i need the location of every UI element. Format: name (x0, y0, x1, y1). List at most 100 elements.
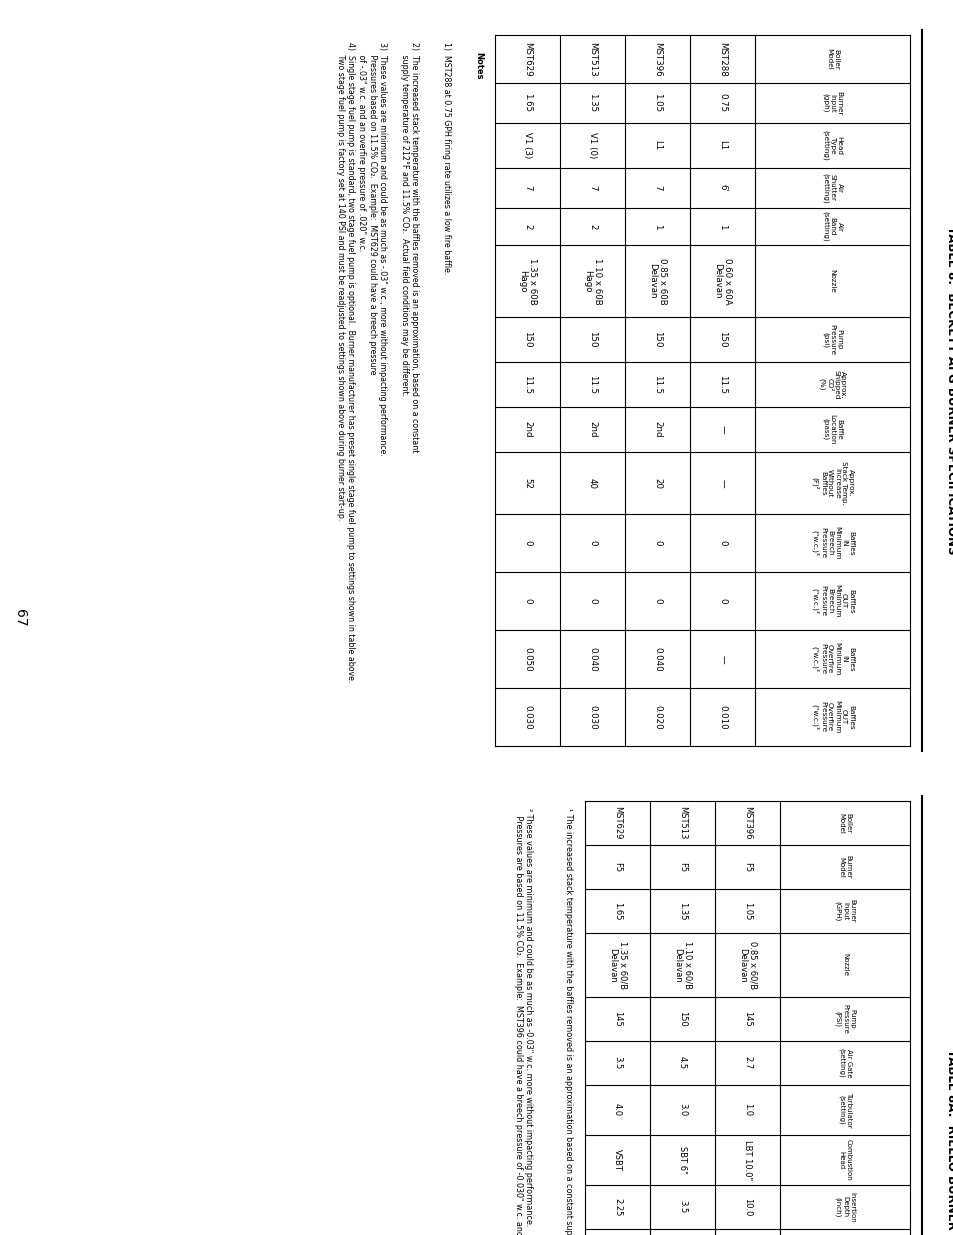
Text: —: — (718, 479, 726, 488)
Text: 2)  The increased stack temperature with the baffles removed is an approximation: 2) The increased stack temperature with … (399, 42, 418, 452)
Text: 0: 0 (587, 598, 597, 604)
Text: 1.05: 1.05 (742, 902, 751, 920)
Text: L1: L1 (652, 141, 661, 151)
Text: VSBT: VSBT (613, 1149, 621, 1171)
Text: MST513: MST513 (587, 42, 597, 77)
Text: —: — (718, 655, 726, 663)
Text: Burner
Input
(GPH): Burner Input (GPH) (834, 899, 854, 923)
Text: 0: 0 (652, 540, 661, 546)
Text: 1.65: 1.65 (613, 902, 621, 920)
Text: SBT 6": SBT 6" (678, 1146, 686, 1174)
Text: 1)  MST288 at 0.75 GPH firing rate utilizes a low fire baffle.: 1) MST288 at 0.75 GPH firing rate utiliz… (441, 42, 451, 274)
Text: Boiler
Model: Boiler Model (838, 813, 851, 834)
Text: 4.5: 4.5 (678, 1056, 686, 1070)
Text: Air Gate
(setting): Air Gate (setting) (838, 1049, 851, 1078)
Text: F5: F5 (678, 862, 686, 872)
Text: ¹ The increased stack temperature with the baffles removed is an approximation b: ¹ The increased stack temperature with t… (563, 808, 573, 1235)
Text: 1.35: 1.35 (678, 902, 686, 920)
Text: Head
Type
(setting): Head Type (setting) (821, 130, 841, 161)
Text: Notes: Notes (474, 52, 482, 79)
Text: 1.35: 1.35 (587, 94, 597, 112)
Text: 0.030: 0.030 (522, 705, 532, 730)
Text: ² These values are minimum and could be as much as -0.03" w.c. more without impa: ² These values are minimum and could be … (513, 808, 533, 1235)
Text: Baffles
OUT
Minimum
Breech
Pressure
(“w.c.)³: Baffles OUT Minimum Breech Pressure (“w.… (810, 584, 853, 618)
Text: Approx.
Stack Temp.
Increase
Without
Baffles
(F)²: Approx. Stack Temp. Increase Without Baf… (810, 461, 853, 505)
Text: 150: 150 (652, 331, 661, 348)
Text: LBT 10.0": LBT 10.0" (742, 1140, 751, 1181)
Text: Baffles
OUT
Minimum
Overfire
Pressure
(“w.c.)³: Baffles OUT Minimum Overfire Pressure (“… (810, 700, 853, 734)
Text: 11.5: 11.5 (652, 375, 661, 394)
Text: 150: 150 (718, 331, 726, 348)
Text: 20: 20 (652, 478, 661, 489)
Text: 2.25: 2.25 (613, 1198, 621, 1216)
Text: 0.60 x 60A
Delavan: 0.60 x 60A Delavan (712, 258, 732, 304)
Text: L1: L1 (718, 141, 726, 151)
Text: 145: 145 (742, 1011, 751, 1026)
Text: 0.040: 0.040 (652, 647, 661, 672)
Text: 4)  Single stage fuel pump is standard, two stage fuel pump is optional.  Burner: 4) Single stage fuel pump is standard, t… (335, 42, 355, 683)
Text: 150: 150 (587, 331, 597, 348)
Text: 0: 0 (587, 540, 597, 546)
Text: 7: 7 (587, 185, 597, 190)
Text: Combustion
Head: Combustion Head (838, 1139, 851, 1181)
Text: F5: F5 (613, 862, 621, 872)
Text: MST396: MST396 (742, 806, 751, 840)
Text: F5: F5 (742, 862, 751, 872)
Text: 0.75: 0.75 (718, 94, 726, 112)
Text: Burner
Input
(gph): Burner Input (gph) (821, 90, 841, 115)
Text: 0: 0 (522, 540, 532, 546)
Text: 11.5: 11.5 (522, 375, 532, 394)
Text: 2nd: 2nd (652, 421, 661, 437)
Text: Air
Shutter
(setting): Air Shutter (setting) (821, 173, 841, 204)
Text: MST513: MST513 (678, 806, 686, 840)
Text: MST288: MST288 (718, 42, 726, 77)
Text: 1.05: 1.05 (652, 94, 661, 112)
Text: 0: 0 (522, 598, 532, 604)
Text: Nozzle: Nozzle (828, 269, 835, 293)
Text: 3.5: 3.5 (613, 1056, 621, 1070)
Text: 0.040: 0.040 (587, 647, 597, 672)
Text: 0.85 x 60/B
Delavan: 0.85 x 60/B Delavan (737, 941, 757, 989)
Text: Insertion
Depth
(inch): Insertion Depth (inch) (834, 1192, 854, 1223)
Text: 2: 2 (587, 224, 597, 230)
Text: 1.35 x 60B
Hago: 1.35 x 60B Hago (517, 258, 537, 304)
Text: 145: 145 (613, 1011, 621, 1026)
Text: 4.0: 4.0 (613, 1103, 621, 1116)
Text: 10.0: 10.0 (742, 1198, 751, 1216)
Text: 3.0: 3.0 (678, 1103, 686, 1116)
Text: 1: 1 (718, 224, 726, 230)
Text: 150: 150 (678, 1011, 686, 1026)
Text: TABLE 8:  BECKETT AFG BURNER SPECIFICATIONS: TABLE 8: BECKETT AFG BURNER SPECIFICATIO… (944, 226, 953, 555)
Text: 6ʹ: 6ʹ (718, 184, 726, 191)
Text: 67: 67 (13, 609, 27, 626)
Text: Burner
Model: Burner Model (838, 855, 851, 879)
Text: 1.65: 1.65 (522, 94, 532, 112)
Text: 0: 0 (718, 540, 726, 546)
Text: 2: 2 (522, 224, 532, 230)
Text: 3)  These values are minimum and could be as much as -.03" w.c., more without im: 3) These values are minimum and could be… (356, 42, 387, 456)
Text: 2nd: 2nd (522, 421, 532, 437)
Text: 1: 1 (652, 224, 661, 230)
Text: MST629: MST629 (613, 806, 621, 840)
Text: 1.0: 1.0 (742, 1103, 751, 1116)
Text: MST396: MST396 (652, 42, 661, 77)
Text: 0: 0 (652, 598, 661, 604)
Text: 0: 0 (718, 598, 726, 604)
Text: 0.050: 0.050 (522, 647, 532, 672)
Text: 7: 7 (652, 185, 661, 190)
Text: Boiler
Model: Boiler Model (825, 48, 838, 70)
Text: 1.10 x 60/B
Delavan: 1.10 x 60/B Delavan (672, 941, 692, 989)
Text: 3.5: 3.5 (678, 1200, 686, 1214)
Text: Pump
Pressure
(PSI): Pump Pressure (PSI) (834, 1004, 854, 1034)
Text: 0.010: 0.010 (718, 705, 726, 730)
Text: Air
Band
(setting): Air Band (setting) (821, 211, 841, 242)
Text: Approx.
Shipped
CO²
(%): Approx. Shipped CO² (%) (818, 369, 845, 399)
Text: 0.020: 0.020 (652, 705, 661, 730)
Text: 0.85 x 60B
Delavan: 0.85 x 60B Delavan (647, 258, 666, 304)
Text: Turbulator
(setting): Turbulator (setting) (838, 1092, 851, 1128)
Text: TABLE 8A:  RIELLO BURNER SPECIFICATIONS: TABLE 8A: RIELLO BURNER SPECIFICATIONS (944, 1049, 953, 1235)
Text: 1.10 x 60B
Hago: 1.10 x 60B Hago (582, 258, 601, 304)
Text: 2.7: 2.7 (742, 1056, 751, 1070)
Text: 7: 7 (522, 185, 532, 190)
Text: 11.5: 11.5 (718, 375, 726, 394)
